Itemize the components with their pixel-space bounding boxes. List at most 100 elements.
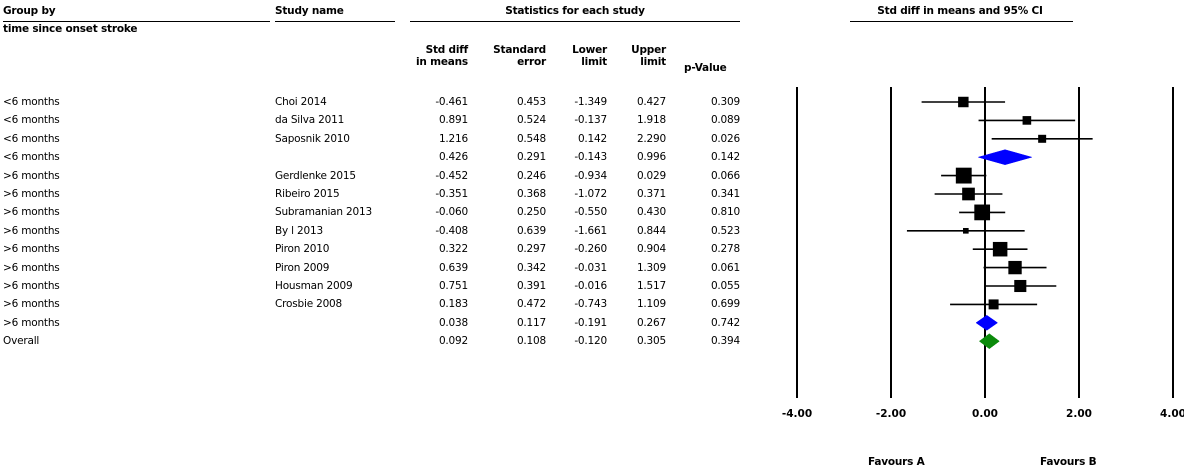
study-cell: Ribeiro 2015 (275, 188, 340, 200)
se-cell: 0.391 (516, 280, 546, 292)
p-value-cell: 0.309 (710, 96, 740, 108)
smd-cell: 0.426 (438, 151, 468, 164)
lower-cell: -0.143 (574, 151, 607, 164)
p-value-cell: 0.061 (710, 261, 740, 274)
stats-title-underline (410, 21, 740, 22)
p-value-cell: 0.055 (710, 280, 740, 292)
lower-cell: -1.661 (574, 224, 607, 237)
study-cell: da Silva 2011 (275, 114, 345, 127)
group-cell: >6 months (3, 224, 60, 237)
group-by-underline (3, 21, 270, 22)
p-value-cell: 0.026 (710, 132, 740, 145)
x-tick-label: -4.00 (782, 408, 812, 420)
upper-cell: 0.996 (636, 151, 666, 164)
se-cell: 0.246 (516, 169, 546, 182)
study-cell: Subramanian 2013 (275, 206, 372, 219)
subgroup-diamond (977, 149, 1033, 165)
plot-title-header: Std diff in means and 95% CI (877, 5, 1043, 17)
se-cell: 0.639 (516, 224, 546, 237)
group-by-subheader: time since onset stroke (3, 23, 138, 35)
group-cell: >6 months (3, 169, 60, 182)
se-cell: 0.342 (516, 261, 546, 274)
lower-limit-header-1: Lower (572, 44, 607, 56)
smd-cell: -0.060 (435, 206, 468, 219)
group-cell: >6 months (3, 188, 60, 200)
study-cell: Crosbie 2008 (275, 298, 343, 311)
lower-cell: 0.142 (577, 132, 607, 145)
smd-cell: -0.461 (435, 96, 468, 108)
se-cell: 0.291 (516, 151, 546, 164)
se-cell: 0.453 (516, 96, 546, 108)
se-cell: 0.108 (516, 335, 546, 348)
study-marker (962, 187, 975, 201)
stats-title-header: Statistics for each study (505, 5, 645, 17)
group-cell: >6 months (3, 298, 60, 311)
p-value-cell: 0.066 (710, 169, 740, 182)
study-name-underline (275, 21, 395, 22)
lower-cell: -0.743 (574, 298, 607, 311)
x-tick-label: 4.00 (1160, 408, 1184, 420)
plot-title-underline (850, 21, 1073, 22)
upper-cell: 0.427 (636, 96, 666, 108)
study-marker (988, 299, 999, 310)
group-cell: <6 months (3, 96, 60, 108)
study-cell: Piron 2009 (275, 261, 330, 274)
upper-cell: 0.904 (636, 243, 666, 256)
study-marker (963, 227, 969, 234)
p-value-cell: 0.699 (710, 298, 740, 311)
group-by-header: Group by (3, 5, 56, 17)
group-cell: >6 months (3, 261, 60, 274)
study-marker (1022, 116, 1032, 125)
upper-cell: 0.371 (636, 188, 666, 200)
study-cell: Choi 2014 (275, 96, 327, 108)
p-value-cell: 0.341 (710, 188, 740, 200)
upper-cell: 1.918 (636, 114, 666, 127)
lower-limit-header-2: limit (581, 56, 607, 68)
p-value-cell: 0.089 (710, 114, 740, 127)
group-cell: Overall (3, 335, 40, 348)
smd-cell: -0.408 (435, 224, 468, 237)
group-cell: >6 months (3, 206, 60, 219)
group-cell: >6 months (3, 280, 60, 292)
upper-cell: 0.430 (636, 206, 666, 219)
x-tick-label: 0.00 (972, 408, 998, 420)
favours-b-label: Favours B (1040, 456, 1097, 468)
lower-cell: -0.031 (574, 261, 607, 274)
group-cell: <6 months (3, 132, 60, 145)
lower-cell: -0.016 (574, 280, 607, 292)
favours-a-label: Favours A (868, 456, 925, 468)
se-cell: 0.368 (516, 188, 546, 200)
upper-cell: 1.517 (636, 280, 666, 292)
smd-cell: 0.038 (438, 316, 468, 329)
study-marker (1014, 279, 1027, 293)
study-marker (992, 241, 1008, 257)
se-cell: 0.250 (516, 206, 546, 219)
study-marker (974, 204, 991, 221)
upper-cell: 0.844 (636, 224, 666, 237)
upper-cell: 0.267 (636, 316, 666, 329)
x-tick-label: -2.00 (876, 408, 906, 420)
p-value-header: p-Value (684, 62, 727, 74)
smd-cell: 0.751 (438, 280, 468, 292)
std-diff-header-1: Std diff (425, 44, 469, 56)
lower-cell: -0.120 (574, 335, 607, 348)
lower-cell: -0.550 (574, 206, 607, 219)
p-value-cell: 0.142 (710, 151, 740, 164)
p-value-cell: 0.810 (710, 206, 740, 219)
std-error-header-1: Standard (493, 44, 546, 56)
study-marker (955, 167, 972, 184)
study-cell: Gerdlenke 2015 (275, 169, 356, 182)
p-value-cell: 0.278 (710, 243, 740, 256)
x-tick-label: 2.00 (1066, 408, 1092, 420)
group-cell: >6 months (3, 316, 60, 329)
smd-cell: 0.891 (438, 114, 468, 127)
upper-cell: 2.290 (636, 132, 666, 145)
smd-cell: 0.183 (438, 298, 468, 311)
smd-cell: -0.452 (435, 169, 468, 182)
smd-cell: 0.322 (438, 243, 468, 256)
overall-diamond (978, 333, 1000, 350)
study-marker (1038, 134, 1047, 143)
upper-cell: 0.305 (636, 335, 666, 348)
smd-cell: 0.092 (438, 335, 468, 348)
